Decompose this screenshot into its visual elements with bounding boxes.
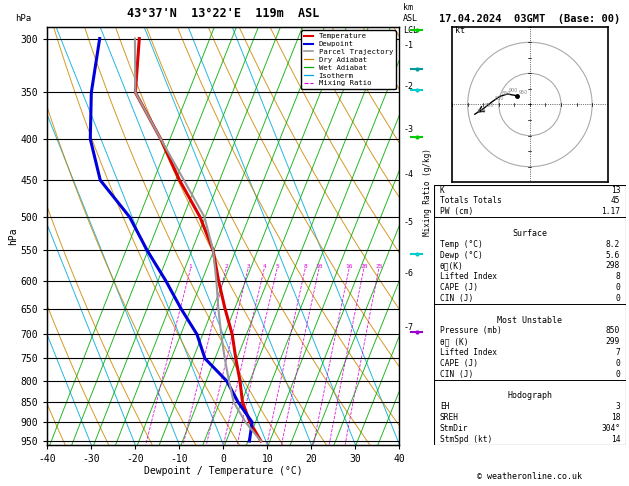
Text: 4: 4 bbox=[262, 264, 266, 269]
Text: 900: 900 bbox=[509, 88, 518, 93]
Text: Lifted Index: Lifted Index bbox=[440, 272, 497, 281]
Text: 3: 3 bbox=[615, 402, 620, 411]
Text: CAPE (J): CAPE (J) bbox=[440, 283, 478, 292]
Text: 750: 750 bbox=[485, 103, 494, 108]
Text: 1: 1 bbox=[189, 264, 192, 269]
Text: -1: -1 bbox=[404, 41, 414, 50]
Text: 299: 299 bbox=[606, 337, 620, 346]
Text: hPa: hPa bbox=[16, 14, 31, 22]
Text: StmSpd (kt): StmSpd (kt) bbox=[440, 435, 492, 444]
Text: 45: 45 bbox=[611, 196, 620, 206]
Text: -5: -5 bbox=[404, 218, 414, 227]
Text: Dewp (°C): Dewp (°C) bbox=[440, 251, 482, 260]
Text: Pressure (mb): Pressure (mb) bbox=[440, 327, 501, 335]
Text: 43°37'N  13°22'E  119m  ASL: 43°37'N 13°22'E 119m ASL bbox=[127, 7, 320, 20]
Text: © weatheronline.co.uk: © weatheronline.co.uk bbox=[477, 472, 582, 481]
Text: -3: -3 bbox=[404, 125, 414, 134]
Text: 0: 0 bbox=[615, 359, 620, 368]
Text: -2: -2 bbox=[404, 83, 414, 91]
Text: 10: 10 bbox=[315, 264, 323, 269]
Text: SREH: SREH bbox=[440, 413, 459, 422]
Text: 700: 700 bbox=[476, 109, 486, 114]
Text: K: K bbox=[440, 186, 445, 194]
Text: 17.04.2024  03GMT  (Base: 00): 17.04.2024 03GMT (Base: 00) bbox=[439, 14, 621, 24]
Text: 18: 18 bbox=[611, 413, 620, 422]
Text: 8: 8 bbox=[615, 272, 620, 281]
Text: 2: 2 bbox=[224, 264, 228, 269]
Text: 850: 850 bbox=[606, 327, 620, 335]
Text: 1.17: 1.17 bbox=[601, 207, 620, 216]
Text: 298: 298 bbox=[606, 261, 620, 270]
Text: -7: -7 bbox=[404, 323, 414, 332]
Text: Temp (°C): Temp (°C) bbox=[440, 240, 482, 249]
Text: -4: -4 bbox=[404, 171, 414, 179]
Text: 800: 800 bbox=[494, 96, 504, 101]
Text: Totals Totals: Totals Totals bbox=[440, 196, 501, 206]
Text: 0: 0 bbox=[615, 283, 620, 292]
Text: 25: 25 bbox=[375, 264, 382, 269]
Text: CAPE (J): CAPE (J) bbox=[440, 359, 478, 368]
Text: Lifted Index: Lifted Index bbox=[440, 348, 497, 357]
Text: CIN (J): CIN (J) bbox=[440, 294, 473, 303]
Text: 5: 5 bbox=[276, 264, 279, 269]
Text: 850: 850 bbox=[501, 91, 511, 96]
Text: 5.6: 5.6 bbox=[606, 251, 620, 260]
Text: Hodograph: Hodograph bbox=[508, 391, 552, 400]
Text: kt: kt bbox=[455, 26, 465, 35]
Text: 0: 0 bbox=[615, 370, 620, 379]
Text: 20: 20 bbox=[360, 264, 367, 269]
X-axis label: Dewpoint / Temperature (°C): Dewpoint / Temperature (°C) bbox=[144, 467, 303, 476]
Text: 8: 8 bbox=[303, 264, 307, 269]
Text: LCL: LCL bbox=[404, 26, 418, 35]
Text: Mixing Ratio (g/kg): Mixing Ratio (g/kg) bbox=[423, 148, 432, 236]
Text: PW (cm): PW (cm) bbox=[440, 207, 473, 216]
Text: 16: 16 bbox=[345, 264, 353, 269]
Text: 14: 14 bbox=[611, 435, 620, 444]
Text: EH: EH bbox=[440, 402, 449, 411]
Text: -6: -6 bbox=[404, 269, 414, 278]
Y-axis label: hPa: hPa bbox=[8, 227, 18, 244]
Text: 0: 0 bbox=[615, 294, 620, 303]
Text: StmDir: StmDir bbox=[440, 424, 468, 433]
Text: km
ASL: km ASL bbox=[403, 3, 418, 22]
Text: 304°: 304° bbox=[601, 424, 620, 433]
Text: 8.2: 8.2 bbox=[606, 240, 620, 249]
Text: Surface: Surface bbox=[513, 229, 547, 238]
Text: 950: 950 bbox=[518, 90, 528, 95]
Text: 3: 3 bbox=[246, 264, 250, 269]
Legend: Temperature, Dewpoint, Parcel Trajectory, Dry Adiabat, Wet Adiabat, Isotherm, Mi: Temperature, Dewpoint, Parcel Trajectory… bbox=[301, 30, 396, 89]
Text: θᴇ(K): θᴇ(K) bbox=[440, 261, 464, 270]
Text: 7: 7 bbox=[615, 348, 620, 357]
Text: 13: 13 bbox=[611, 186, 620, 194]
Text: θᴇ (K): θᴇ (K) bbox=[440, 337, 468, 346]
Text: Most Unstable: Most Unstable bbox=[498, 315, 562, 325]
Text: CIN (J): CIN (J) bbox=[440, 370, 473, 379]
